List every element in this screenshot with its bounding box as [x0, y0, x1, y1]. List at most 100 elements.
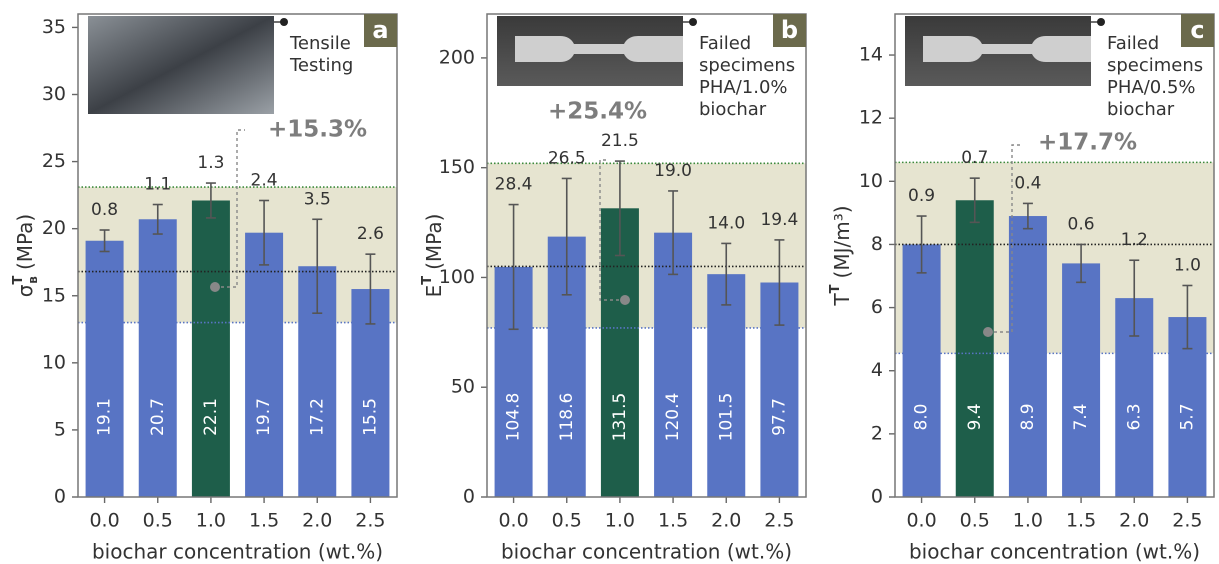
x-tick-label: 1.0	[196, 510, 226, 532]
error-label: 1.1	[144, 175, 171, 195]
value-label: 118.6	[557, 393, 577, 442]
annotation-connector	[599, 159, 625, 301]
error-label: 21.5	[601, 131, 639, 151]
y-axis-unit: (MJ/m³)	[830, 205, 854, 278]
inset-text: biochar	[1107, 99, 1175, 120]
y-axis-sup: T	[828, 284, 843, 293]
value-label: 8.9	[1018, 403, 1038, 430]
error-label: 1.2	[1121, 230, 1148, 250]
x-axis-label: biochar concentration (wt.%)	[501, 540, 792, 564]
x-tick-label: 1.0	[605, 510, 635, 532]
y-tick-label: 0	[871, 486, 883, 508]
y-tick-label: 200	[439, 46, 475, 68]
value-label: 6.3	[1124, 403, 1144, 430]
error-label: 28.4	[495, 175, 533, 195]
inset-text: PHA/1.0%	[699, 77, 788, 98]
specimen	[515, 36, 683, 62]
value-label: 7.4	[1071, 403, 1091, 430]
bar	[654, 232, 693, 497]
y-tick-label: 12	[859, 107, 883, 129]
x-tick-label: 0.5	[960, 510, 990, 532]
error-label: 3.5	[304, 189, 331, 209]
bar	[902, 244, 941, 497]
x-tick-label: 2.5	[1172, 510, 1202, 532]
reference-band	[487, 163, 806, 328]
y-tick-label: 10	[859, 170, 883, 192]
value-label: 15.5	[360, 398, 380, 436]
bar	[245, 232, 284, 498]
panel-letter-box	[773, 14, 806, 47]
inset-text: Failed	[699, 33, 751, 54]
error-label: 0.6	[1068, 214, 1095, 234]
inset-text: specimens	[699, 55, 795, 76]
error-label: 1.3	[197, 153, 224, 173]
annotation-connector	[215, 129, 245, 288]
plot-frame	[486, 13, 807, 498]
error-label: 19.0	[654, 161, 692, 181]
y-tick-label: 30	[42, 83, 66, 105]
panel-letter: c	[1190, 16, 1204, 44]
value-label: 101.5	[716, 393, 736, 442]
y-axis-label: ET (MPa)	[420, 214, 446, 298]
error-label: 0.4	[1014, 173, 1041, 193]
y-axis-symbol: σ	[13, 284, 37, 297]
y-tick-label: 6	[871, 296, 883, 318]
error-label: 1.0	[1174, 255, 1201, 275]
panel: 28.4 104.8 0.0 26.5 118.6 0.5 21.5 131.5 1.0 19.0…	[420, 13, 807, 564]
panel-letter-box	[1181, 14, 1214, 47]
error-label: 0.7	[961, 148, 988, 168]
y-axis-unit: (MPa)	[13, 214, 37, 270]
x-tick-label: 0.0	[906, 510, 936, 532]
value-label: 5.7	[1177, 403, 1197, 430]
y-tick-label: 150	[439, 156, 475, 178]
y-axis-label: TT (MJ/m³)	[828, 205, 854, 306]
x-tick-label: 0.5	[143, 510, 173, 532]
y-axis-sup: T	[11, 276, 26, 285]
value-label: 19.7	[254, 398, 274, 436]
y-tick-label: 20	[42, 217, 66, 239]
panel: 0.9 8.0 0.0 0.7 9.4 0.5 0.4 8.9 1.0 0.6 7.4 1.5 1.2 6…	[828, 13, 1215, 564]
inset-text: Failed	[1107, 33, 1159, 54]
y-tick-label: 100	[439, 266, 475, 288]
value-label: 17.2	[307, 398, 327, 436]
value-label: 104.8	[504, 393, 524, 442]
y-tick-label: 15	[42, 284, 66, 306]
inset-text: specimens	[1107, 55, 1203, 76]
inset-text: Testing	[289, 55, 353, 76]
y-axis-symbol: E	[422, 285, 446, 298]
specimen	[923, 36, 1091, 62]
y-axis-sup: T	[420, 276, 435, 285]
y-tick-label: 0	[463, 486, 475, 508]
x-tick-label: 0.0	[89, 510, 119, 532]
error-label: 26.5	[548, 148, 586, 168]
value-label: 20.7	[148, 398, 168, 436]
x-tick-label: 2.0	[302, 510, 332, 532]
annotation: +17.7%	[1038, 130, 1137, 156]
y-tick-label: 8	[871, 233, 883, 255]
panel: 0.8 19.1 0.0 1.1 20.7 0.5 1.3 22.1 1.0 2.4 19.7 1.5…	[11, 13, 398, 564]
value-label: 8.0	[912, 403, 932, 430]
x-tick-label: 1.5	[249, 510, 279, 532]
y-tick-label: 10	[42, 351, 66, 373]
x-tick-label: 2.0	[1119, 510, 1149, 532]
inset-photo	[88, 16, 274, 114]
y-tick-label: 25	[42, 150, 66, 172]
y-axis-symbol: T	[830, 293, 854, 307]
bar	[85, 240, 124, 497]
error-label: 2.4	[251, 170, 278, 190]
annotation: +25.4%	[548, 99, 647, 125]
inset-text: PHA/0.5%	[1107, 77, 1196, 98]
error-label: 0.8	[91, 200, 118, 220]
annotation: +15.3%	[268, 117, 367, 143]
value-label: 9.4	[965, 403, 985, 430]
error-label: 2.6	[357, 224, 384, 244]
y-tick-label: 50	[451, 376, 475, 398]
value-label: 22.1	[201, 398, 221, 436]
y-axis-label: σT B (MPa)	[11, 214, 41, 297]
x-tick-label: 2.5	[764, 510, 794, 532]
y-tick-label: 5	[54, 418, 66, 440]
x-tick-label: 2.0	[711, 510, 741, 532]
y-axis-unit: (MPa)	[422, 214, 446, 270]
x-tick-label: 2.5	[355, 510, 385, 532]
